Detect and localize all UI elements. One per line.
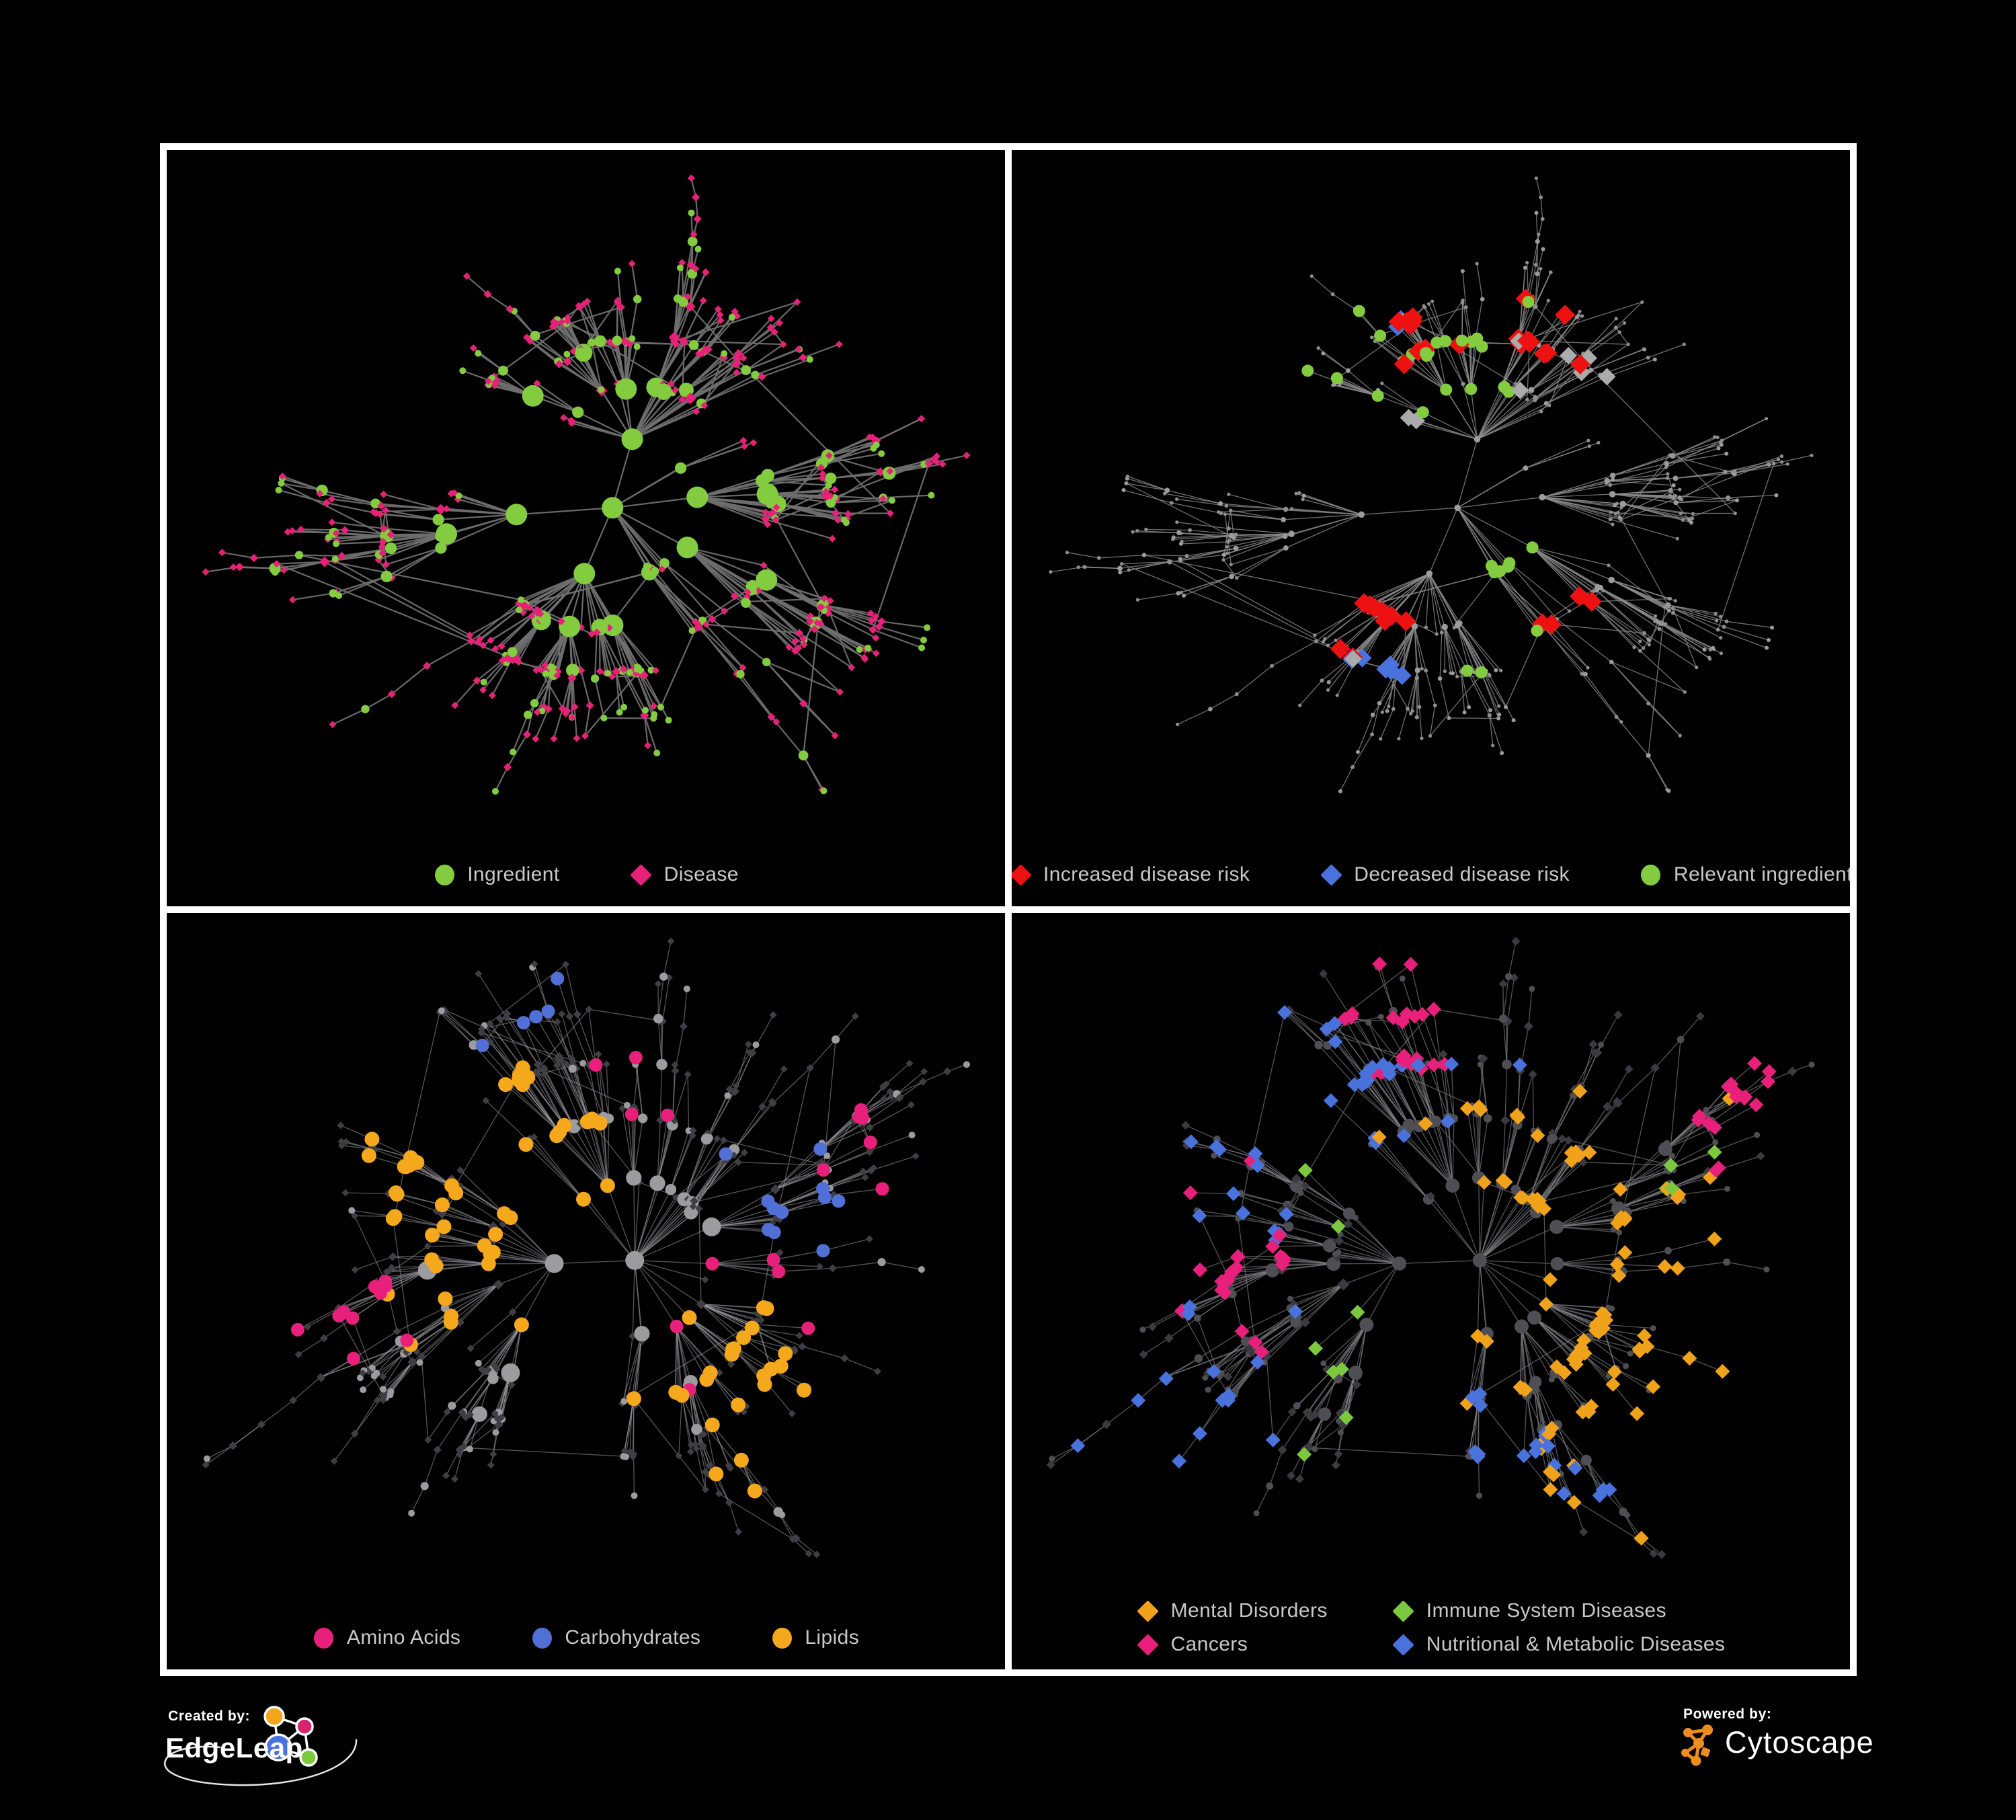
legend-item: Amino Acids — [313, 1626, 460, 1649]
legend-label: Ingredient — [467, 863, 560, 885]
legend-item: Carbohydrates — [530, 1626, 700, 1649]
circle-marker-icon — [1640, 863, 1662, 886]
legend-label: Relevant ingredient — [1673, 863, 1850, 885]
panel-ingredient-disease: Ingredient Disease — [167, 150, 1005, 906]
diamond-marker-icon — [1320, 863, 1342, 886]
panel-disease-categories: Mental Disorders Immune System Diseases Ca… — [1012, 913, 1850, 1669]
circle-marker-icon — [770, 1626, 793, 1649]
legend-disease-risk: Increased disease risk Decreased disease … — [1012, 863, 1850, 886]
legend-label: Nutritional & Metabolic Diseases — [1426, 1633, 1726, 1655]
legend-label: Lipids — [805, 1626, 860, 1649]
legend-label: Cancers — [1170, 1633, 1248, 1655]
diamond-marker-icon — [1392, 1633, 1415, 1656]
legend-disease-categories: Mental Disorders Immune System Diseases Ca… — [1137, 1599, 1726, 1656]
legend-item: Nutritional & Metabolic Diseases — [1392, 1633, 1726, 1656]
diamond-marker-icon — [1137, 1633, 1160, 1656]
legend-label: Amino Acids — [346, 1626, 461, 1649]
legend-item: Ingredient — [433, 863, 559, 886]
legend-item: Decreased disease risk — [1320, 863, 1570, 886]
circle-marker-icon — [530, 1626, 553, 1649]
legend-item: Cancers — [1137, 1633, 1328, 1656]
legend-label: Disease — [663, 863, 739, 885]
ingredient-disease-network — [202, 174, 971, 795]
legend-item: Disease — [630, 863, 739, 886]
nutrient-classes-network — [202, 937, 970, 1558]
legend-ingredient-disease: Ingredient Disease — [167, 863, 1005, 886]
edgeleap-wordmark: EdgeLeap — [165, 1732, 303, 1764]
disease-categories-network — [1046, 937, 1815, 1559]
cytoscape-logo-icon — [1681, 1725, 1713, 1766]
diamond-marker-icon — [630, 863, 653, 886]
legend-item: Relevant ingredient — [1640, 863, 1850, 886]
circle-marker-icon — [313, 1626, 335, 1649]
circle-marker-icon — [433, 863, 456, 886]
legend-item: Lipids — [770, 1626, 859, 1649]
legend-item: Immune System Diseases — [1392, 1599, 1726, 1622]
edgeleap-logo-icon — [163, 1706, 358, 1786]
legend-label: Decreased disease risk — [1354, 863, 1570, 885]
legend-item: Increased disease risk — [1012, 863, 1250, 886]
diamond-marker-icon — [1392, 1599, 1415, 1622]
created-by-label: Created by: — [168, 1708, 251, 1724]
legend-item: Mental Disorders — [1137, 1599, 1328, 1622]
legend-label: Immune System Diseases — [1426, 1599, 1666, 1622]
legend-label: Carbohydrates — [565, 1626, 701, 1649]
legend-nutrient-classes: Amino Acids Carbohydrates Lipids — [167, 1626, 1005, 1649]
cytoscape-wordmark: Cytoscape — [1725, 1725, 1874, 1759]
diamond-marker-icon — [1137, 1599, 1160, 1622]
panel-disease-risk: Increased disease risk Decreased disease … — [1012, 150, 1850, 906]
diamond-marker-icon — [1012, 863, 1032, 886]
disease-risk-network — [1049, 176, 1814, 793]
panel-nutrient-classes: Amino Acids Carbohydrates Lipids — [167, 913, 1005, 1669]
panel-grid: Ingredient Disease Increased disease risk… — [160, 143, 1857, 1676]
legend-label: Mental Disorders — [1170, 1599, 1328, 1622]
legend-label: Increased disease risk — [1043, 863, 1250, 885]
powered-by-label: Powered by: — [1683, 1706, 1772, 1722]
